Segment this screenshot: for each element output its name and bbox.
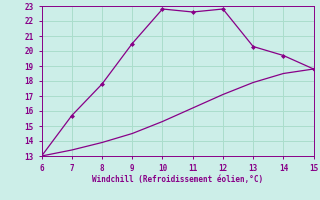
X-axis label: Windchill (Refroidissement éolien,°C): Windchill (Refroidissement éolien,°C) <box>92 175 263 184</box>
